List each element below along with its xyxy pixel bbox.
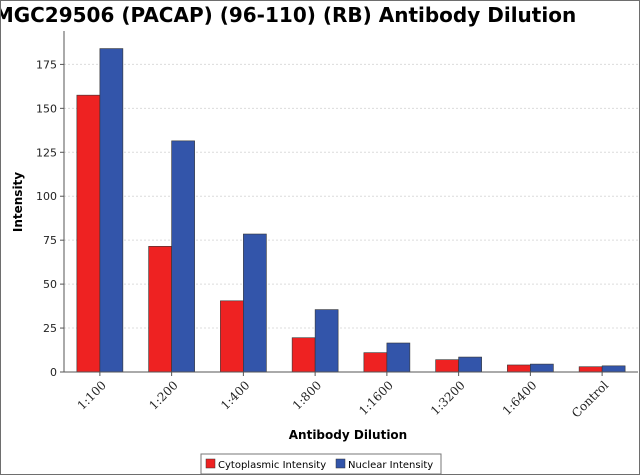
y-tick-label: 0 — [50, 366, 57, 379]
y-axis-label: Intensity — [11, 172, 25, 232]
x-tick-label: 1:6400 — [500, 378, 540, 418]
x-tick-label: 1:200 — [146, 378, 180, 412]
legend-swatch-nuclear — [335, 458, 346, 469]
y-tick-label: 125 — [36, 146, 57, 159]
chart-title: MGC29506 (PACAP) (96-110) (RB) Antibody … — [1, 3, 576, 27]
legend-label-nuclear: Nuclear Intensity — [348, 460, 433, 471]
bars — [76, 48, 626, 373]
x-tick-label: 1:1600 — [356, 378, 396, 418]
bar-cytoplasmic — [291, 337, 316, 373]
bar-nuclear — [386, 342, 411, 373]
bar-cytoplasmic — [148, 246, 172, 373]
bar-nuclear — [243, 233, 267, 373]
x-tick-label: 1:3200 — [428, 378, 468, 418]
legend-swatch-cytoplasmic — [205, 458, 216, 469]
bar-nuclear — [171, 140, 195, 373]
legend-label-cytoplasmic: Cytoplasmic Intensity — [218, 460, 326, 471]
x-tick-label: 1:400 — [218, 378, 252, 412]
bar-cytoplasmic — [507, 364, 531, 373]
bar-nuclear — [458, 356, 482, 373]
y-tick-label: 100 — [36, 190, 57, 203]
y-tick-label: 25 — [43, 322, 57, 335]
x-tick-label: Control — [569, 378, 611, 420]
bar-nuclear — [530, 363, 554, 373]
bar-cytoplasmic — [76, 94, 101, 373]
y-tick-label: 50 — [43, 278, 57, 291]
bar-cytoplasmic — [220, 300, 244, 373]
bar-nuclear — [601, 365, 626, 373]
y-tick-label: 150 — [36, 102, 57, 115]
bar-nuclear — [99, 48, 124, 373]
y-tick-label: 175 — [36, 58, 57, 71]
x-tick-label: 1:100 — [75, 378, 109, 412]
y-tick-label: 75 — [43, 234, 57, 247]
bar-cytoplasmic — [363, 352, 388, 373]
bar-cytoplasmic — [578, 366, 603, 373]
legend: Cytoplasmic Intensity Nuclear Intensity — [200, 453, 442, 474]
bar-cytoplasmic — [435, 359, 459, 373]
x-axis-ticks: 1:100 1:200 1:400 1:800 1:1600 1:3200 1:6400 Co… — [75, 372, 611, 420]
x-tick-label: 1:800 — [290, 378, 324, 412]
y-axis-ticks: 0 25 50 75 100 125 150 175 — [36, 58, 64, 379]
x-axis-label: Antibody Dilution — [289, 428, 407, 442]
bar-nuclear — [314, 309, 339, 373]
legend-box — [200, 453, 442, 474]
